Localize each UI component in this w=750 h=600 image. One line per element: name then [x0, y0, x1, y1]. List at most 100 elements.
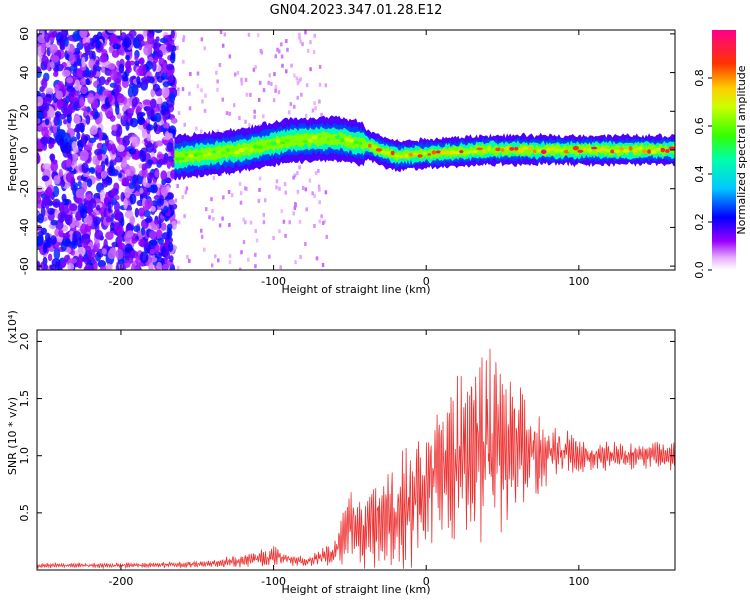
noise-cell: [63, 36, 69, 47]
noise-cell: [45, 87, 54, 95]
noise-cell: [37, 96, 44, 107]
noise-cell: [69, 96, 79, 102]
spectrogram-y-tick-label: -20: [18, 180, 31, 198]
noise-cell: [166, 192, 174, 200]
noise-cell: [296, 95, 299, 100]
noise-cell: [238, 116, 241, 121]
noise-cell: [293, 206, 297, 211]
noise-cell: [85, 193, 92, 201]
noise-cell: [292, 104, 296, 109]
signal-peak: [275, 139, 281, 144]
noise-cell: [176, 184, 179, 189]
noise-cell: [272, 98, 276, 103]
noise-cell: [96, 83, 103, 95]
noise-cell: [299, 39, 302, 44]
noise-cell: [62, 198, 70, 206]
noise-cell: [42, 195, 52, 205]
noise-cell: [294, 260, 297, 265]
signal-peak: [471, 150, 479, 153]
noise-cell: [61, 203, 71, 214]
noise-cell: [247, 257, 250, 262]
noise-cell: [176, 45, 179, 50]
noise-cell: [170, 117, 178, 124]
noise-cell: [58, 168, 63, 178]
noise-cell: [149, 108, 154, 116]
noise-cell: [293, 73, 296, 78]
spectrogram-x-tick-label: 100: [568, 275, 589, 288]
noise-cell: [313, 101, 316, 106]
spectrogram-x-tick-label: 0: [423, 275, 430, 288]
noise-cell: [228, 260, 232, 265]
signal-peak: [668, 146, 675, 151]
noise-cell: [242, 217, 246, 222]
noise-cell: [284, 190, 288, 195]
signal-peak: [348, 138, 354, 143]
signal-peak: [230, 147, 235, 152]
signal-peak: [253, 144, 258, 149]
noise-cell: [77, 140, 84, 152]
noise-cell: [293, 173, 297, 178]
noise-cell: [290, 63, 293, 68]
noise-cell: [99, 95, 105, 102]
signal-peak: [367, 143, 372, 148]
noise-cell: [122, 252, 132, 259]
noise-cell: [248, 123, 251, 128]
noise-cell: [296, 171, 299, 176]
noise-cell: [297, 78, 301, 83]
noise-cell: [242, 240, 246, 245]
noise-cell: [299, 77, 302, 82]
noise-cell: [77, 180, 82, 187]
noise-cell: [195, 126, 198, 131]
noise-cell: [41, 175, 50, 182]
signal-peak: [604, 148, 611, 153]
noise-cell: [183, 122, 186, 127]
noise-cell: [268, 254, 271, 259]
noise-cell: [160, 109, 167, 116]
spectrogram-y-tick-label: 0: [18, 147, 31, 154]
noise-cell: [112, 38, 121, 46]
noise-cell: [58, 118, 63, 127]
signal-peak: [618, 147, 625, 151]
noise-cell: [82, 37, 91, 45]
noise-cell: [188, 106, 192, 111]
noise-cell: [74, 79, 81, 92]
noise-cell: [131, 139, 140, 147]
noise-cell: [124, 187, 131, 199]
noise-cell: [288, 220, 291, 225]
noise-cell: [133, 225, 141, 233]
signal-peak: [600, 147, 607, 152]
spectrogram-x-ticks: -200 -100 0 100: [108, 30, 589, 288]
noise-cell: [183, 214, 186, 219]
noise-cell: [117, 259, 126, 265]
noise-cell: [70, 249, 75, 256]
noise-cell: [165, 43, 173, 52]
noise-cell: [134, 60, 140, 66]
noise-cell: [137, 207, 146, 217]
signal-peak: [583, 147, 587, 151]
noise-cell: [142, 99, 151, 106]
spectrogram-y-tick-label: -40: [18, 218, 31, 236]
noise-cell: [69, 65, 78, 72]
noise-cell: [221, 216, 224, 221]
noise-cell: [259, 48, 263, 53]
noise-cell: [286, 47, 289, 52]
signal-peak: [233, 150, 240, 155]
noise-cell: [274, 88, 277, 93]
noise-cell: [321, 263, 325, 268]
signal-peak: [353, 140, 359, 145]
noise-cell: [162, 81, 170, 88]
signal-peak: [331, 135, 335, 140]
colorbar-tick-label: 0.4: [693, 165, 706, 183]
noise-cell: [134, 55, 139, 61]
noise-cell: [313, 223, 316, 228]
noise-cell: [37, 234, 44, 247]
noise-cell: [318, 219, 321, 224]
noise-cell: [204, 207, 208, 212]
noise-cell: [278, 229, 281, 234]
snr-y-label: SNR (10 * v/v): [6, 397, 19, 475]
noise-cell: [149, 248, 156, 255]
noise-cell: [148, 239, 158, 246]
noise-cell: [270, 81, 273, 86]
signal-peak: [248, 147, 254, 152]
signal-peak: [256, 145, 263, 150]
